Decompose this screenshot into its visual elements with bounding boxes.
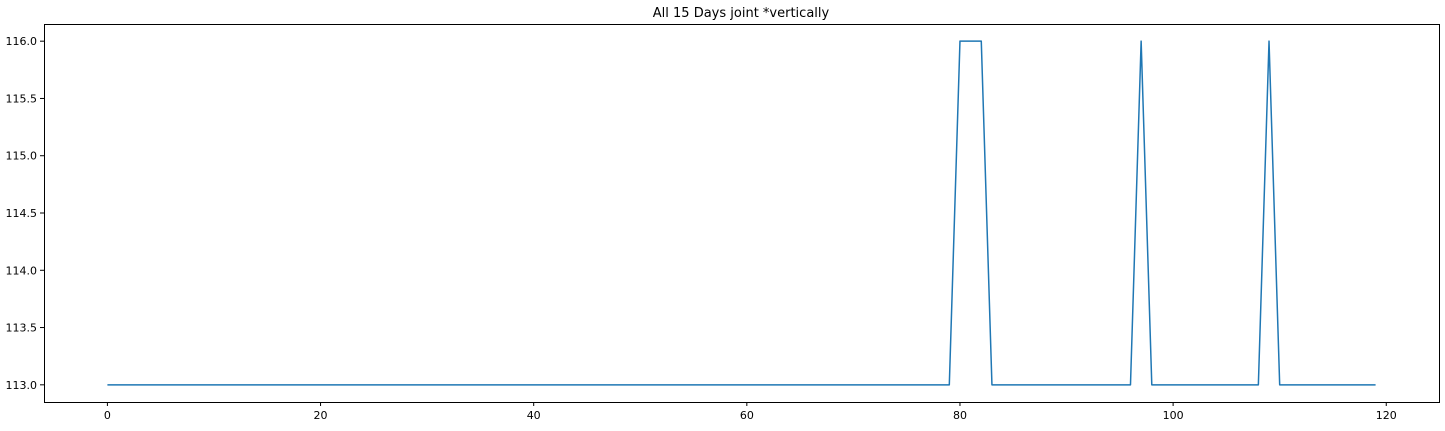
y-tick-label: 113.0 <box>6 379 38 392</box>
y-tick-label: 115.5 <box>6 92 38 105</box>
y-axis: 113.0 113.5 114.0 114.5 115.0 115.5 116.0 <box>6 35 44 392</box>
y-tick-label: 114.0 <box>6 264 38 277</box>
chart-title: All 15 Days joint *vertically <box>653 6 830 21</box>
y-tick-label: 116.0 <box>6 35 38 48</box>
x-tick-label: 80 <box>953 409 967 422</box>
x-tick-label: 20 <box>314 409 328 422</box>
plot-series <box>107 40 1376 386</box>
y-tick-label: 115.0 <box>6 150 38 163</box>
x-tick-label: 0 <box>104 409 111 422</box>
x-tick-label: 60 <box>740 409 754 422</box>
x-tick-label: 40 <box>527 409 541 422</box>
y-tick-label: 114.5 <box>6 207 38 220</box>
x-tick-label: 100 <box>1163 409 1184 422</box>
plot-frame <box>44 24 1440 403</box>
y-tick-label: 113.5 <box>6 322 38 335</box>
series-line <box>107 40 1376 386</box>
x-tick-label: 120 <box>1376 409 1397 422</box>
